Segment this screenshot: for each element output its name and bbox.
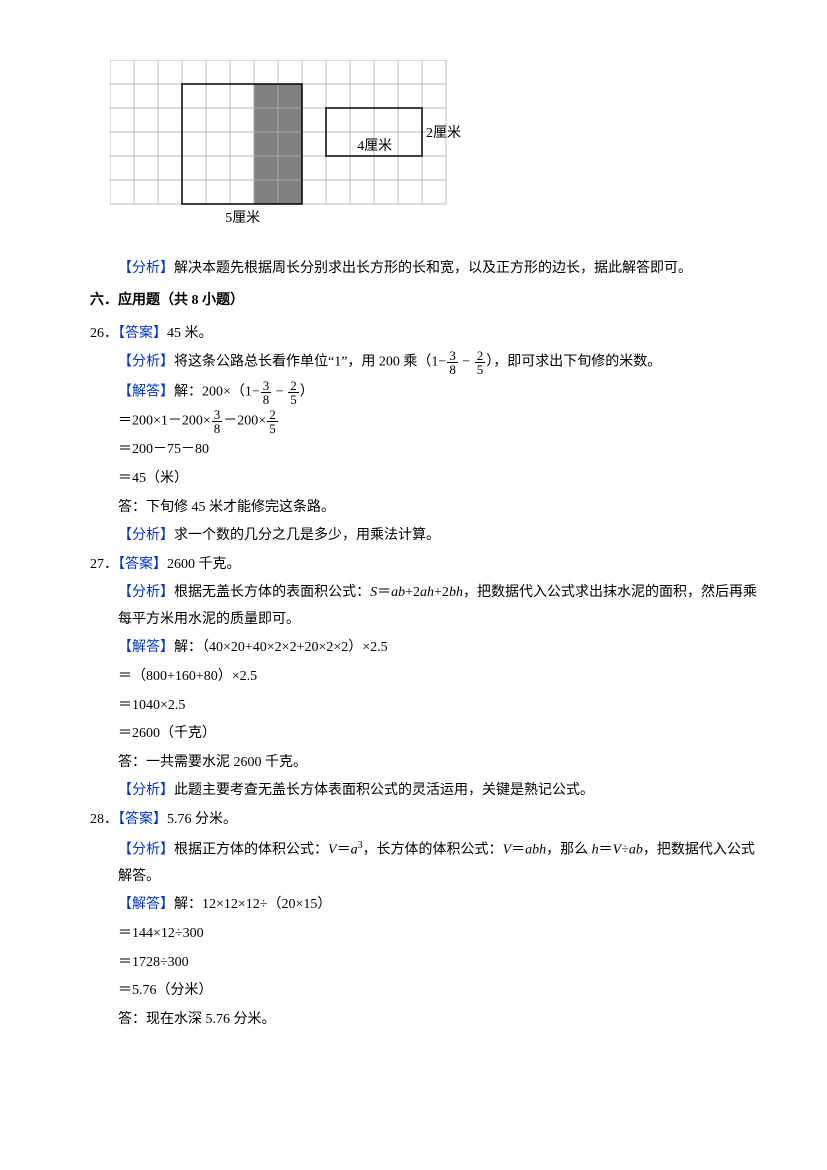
q26-analysis-pre: 将这条公路总长看作单位“1”，用 200 乘（1− [174, 355, 446, 370]
q27-answer: 2600 千克。 [167, 557, 241, 572]
solve-tag: 【解答】 [118, 640, 174, 655]
fraction-2-5: 25 [288, 379, 299, 406]
fraction-3-8: 38 [212, 408, 223, 435]
q27-analysis2-line: 【分析】此题主要考查无盖长方体表面积公式的灵活运用，关键是熟记公式。 [90, 778, 757, 805]
analysis-tag: 【分析】 [118, 842, 174, 857]
svg-text:4厘米: 4厘米 [357, 138, 392, 154]
fraction-2-5: 25 [475, 349, 486, 376]
q27-s3: ＝2600（千克） [90, 721, 757, 748]
q27-analysis2: 此题主要考查无盖长方体表面积公式的灵活运用，关键是熟记公式。 [174, 783, 594, 798]
analysis-tag: 【分析】 [118, 528, 174, 543]
q28-analysis-b: ，长方体的体积公式： [363, 842, 503, 857]
answer-tag: 【答案】 [118, 812, 167, 827]
q27-final: 答：一共需要水泥 2600 千克。 [90, 750, 757, 777]
q26-solve-end: ） [300, 384, 314, 399]
q26-num: 26． [90, 326, 118, 341]
q28-s3: ＝5.76（分米） [90, 978, 757, 1005]
q26-step3: ＝45（米） [90, 466, 757, 493]
q26-analysis-mid: − [459, 355, 474, 370]
q26-analysis2: 求一个数的几分之几是多少，用乘法计算。 [174, 528, 440, 543]
grid-diagram: 5厘米 4厘米 2厘米 [110, 60, 757, 246]
q27-analysis: 根据无盖长方体的表面积公式： [174, 585, 370, 600]
q26-step1: ＝200×1－200×38－200×25 [90, 408, 757, 435]
analysis-tag: 【分析】 [118, 585, 174, 600]
q26-step2: ＝200－75－80 [90, 437, 757, 464]
q26-step1-a: ＝200×1－200× [118, 414, 211, 429]
analysis-tag: 【分析】 [118, 261, 174, 276]
intro-analysis-text: 解决本题先根据周长分别求出长方形的长和宽，以及正方形的边长，据此解答即可。 [174, 261, 692, 276]
q26-analysis-post: ），即可求出下旬修的米数。 [486, 355, 661, 370]
analysis-tag: 【分析】 [118, 783, 174, 798]
q26-answer-line: 26．【答案】45 米。 [90, 321, 757, 348]
svg-text:2厘米: 2厘米 [426, 125, 461, 141]
q26-analysis2-line: 【分析】求一个数的几分之几是多少，用乘法计算。 [90, 523, 757, 550]
analysis-tag: 【分析】 [118, 355, 174, 370]
q28-num: 28． [90, 812, 118, 827]
solve-tag: 【解答】 [118, 384, 174, 399]
q28-final: 答：现在水深 5.76 分米。 [90, 1007, 757, 1034]
answer-tag: 【答案】 [118, 326, 167, 341]
q28-s1: ＝144×12÷300 [90, 921, 757, 948]
q27-s1: ＝（800+160+80）×2.5 [90, 664, 757, 691]
q28-answer: 5.76 分米。 [167, 812, 237, 827]
q26-step1-b: －200× [223, 414, 266, 429]
q26-analysis-line: 【分析】将这条公路总长看作单位“1”，用 200 乘（1−38 − 25），即可… [90, 349, 757, 376]
svg-text:5厘米: 5厘米 [225, 210, 260, 226]
q27-num: 27． [90, 557, 118, 572]
intro-analysis-line: 【分析】解决本题先根据周长分别求出长方形的长和宽，以及正方形的边长，据此解答即可… [90, 256, 757, 283]
fraction-3-8: 38 [447, 349, 458, 376]
q28-analysis-c: ，那么 [546, 842, 592, 857]
q28-analysis-a: 根据正方体的体积公式： [174, 842, 328, 857]
q26-solve-line: 【解答】解：200×（1−38 − 25） [90, 379, 757, 406]
fraction-3-8: 38 [261, 379, 272, 406]
diagram-svg: 5厘米 4厘米 2厘米 [110, 60, 480, 235]
q26-solve-label: 解：200×（1− [174, 384, 260, 399]
fraction-2-5: 25 [267, 408, 278, 435]
q27-answer-line: 27．【答案】2600 千克。 [90, 552, 757, 579]
q26-final: 答：下旬修 45 米才能修完这条路。 [90, 495, 757, 522]
solve-tag: 【解答】 [118, 897, 174, 912]
q27-formula: S [370, 585, 377, 600]
q28-solve-line: 【解答】解：12×12×12÷（20×15） [90, 892, 757, 919]
q28-s2: ＝1728÷300 [90, 950, 757, 977]
q28-solve: 解：12×12×12÷（20×15） [174, 897, 331, 912]
q26-solve-mid: − [272, 384, 287, 399]
q27-solve-line: 【解答】解：（40×20+40×2×2+20×2×2）×2.5 [90, 635, 757, 662]
answer-tag: 【答案】 [118, 557, 167, 572]
q27-solve: 解：（40×20+40×2×2+20×2×2）×2.5 [174, 640, 388, 655]
q27-s2: ＝1040×2.5 [90, 693, 757, 720]
q28-analysis-line: 【分析】根据正方体的体积公式：V＝a3，长方体的体积公式：V＝abh，那么 h＝… [90, 836, 757, 891]
q28-answer-line: 28．【答案】5.76 分米。 [90, 807, 757, 834]
section-6-title: 六．应用题（共 8 小题） [90, 288, 757, 315]
q27-analysis-line: 【分析】根据无盖长方体的表面积公式：S＝ab+2ah+2bh，把数据代入公式求出… [90, 580, 757, 633]
q26-answer: 45 米。 [167, 326, 213, 341]
